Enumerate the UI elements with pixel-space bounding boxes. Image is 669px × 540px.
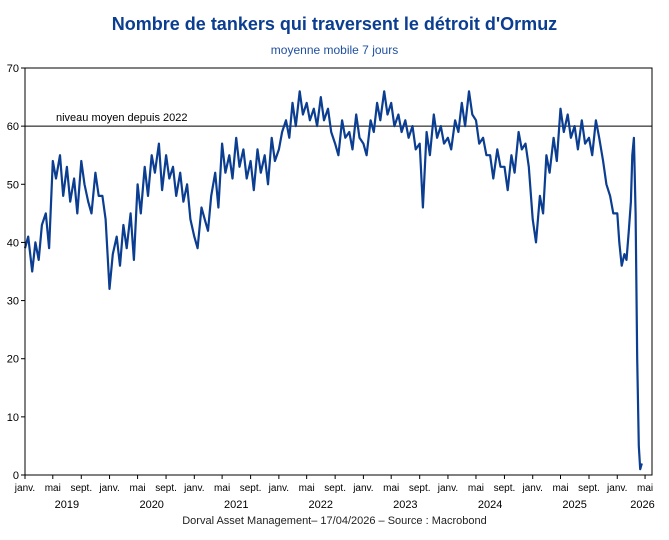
year-label: 2024 (478, 499, 502, 511)
x-tick-label: janv. (522, 483, 543, 494)
x-tick-label: mai (130, 483, 146, 494)
year-label: 2019 (55, 499, 79, 511)
x-tick-label: janv. (183, 483, 204, 494)
series-line (23, 90, 643, 471)
x-tick-label: sept. (324, 483, 346, 494)
x-tick-label: sept. (578, 483, 600, 494)
y-axis: 0 10 20 30 40 50 60 70 (7, 63, 25, 482)
x-tick-label: mai (299, 483, 315, 494)
chart-subtitle: moyenne mobile 7 jours (270, 43, 399, 57)
x-tick-label: sept. (494, 483, 516, 494)
x-tick-label: mai (552, 483, 568, 494)
x-tick-label: janv. (352, 483, 373, 494)
year-label: 2021 (224, 499, 248, 511)
x-tick-label: mai (45, 483, 61, 494)
y-tick-label: 10 (7, 412, 19, 424)
x-tick-label: janv. (14, 483, 35, 494)
x-tick-label: mai (468, 483, 484, 494)
x-tick-label: janv. (268, 483, 289, 494)
x-tick-label: janv. (437, 483, 458, 494)
year-label: 2023 (393, 499, 417, 511)
y-tick-label: 50 (7, 179, 19, 191)
chart-footer: Dorval Asset Management– 17/04/2026 – So… (182, 515, 487, 527)
x-tick-label: janv. (606, 483, 627, 494)
y-tick-label: 70 (7, 63, 19, 75)
year-label: 2025 (562, 499, 586, 511)
x-tick-label: sept. (240, 483, 262, 494)
chart-title: Nombre de tankers qui traversent le détr… (111, 14, 558, 34)
series-group (23, 90, 643, 471)
x-tick-label: sept. (70, 483, 92, 494)
x-tick-label: mai (383, 483, 399, 494)
year-label: 2022 (309, 499, 333, 511)
y-tick-label: 60 (7, 121, 19, 133)
reference-line-label: niveau moyen depuis 2022 (56, 112, 187, 124)
x-tick-label: janv. (98, 483, 119, 494)
x-tick-label: mai (637, 483, 653, 494)
plot-frame (24, 67, 653, 476)
y-tick-label: 30 (7, 296, 19, 308)
x-tick-label: sept. (409, 483, 431, 494)
y-tick-label: 20 (7, 354, 19, 366)
x-tick-label: sept. (155, 483, 177, 494)
x-axis: janv. mai sept. janv. mai sept. janv. mai sept. j… (14, 475, 655, 511)
y-tick-label: 40 (7, 237, 19, 249)
y-tick-label: 0 (13, 470, 19, 482)
year-label: 2026 (630, 499, 654, 511)
year-label: 2020 (139, 499, 163, 511)
x-tick-label: mai (214, 483, 230, 494)
reference-line-group: niveau moyen depuis 2022 (25, 112, 652, 127)
